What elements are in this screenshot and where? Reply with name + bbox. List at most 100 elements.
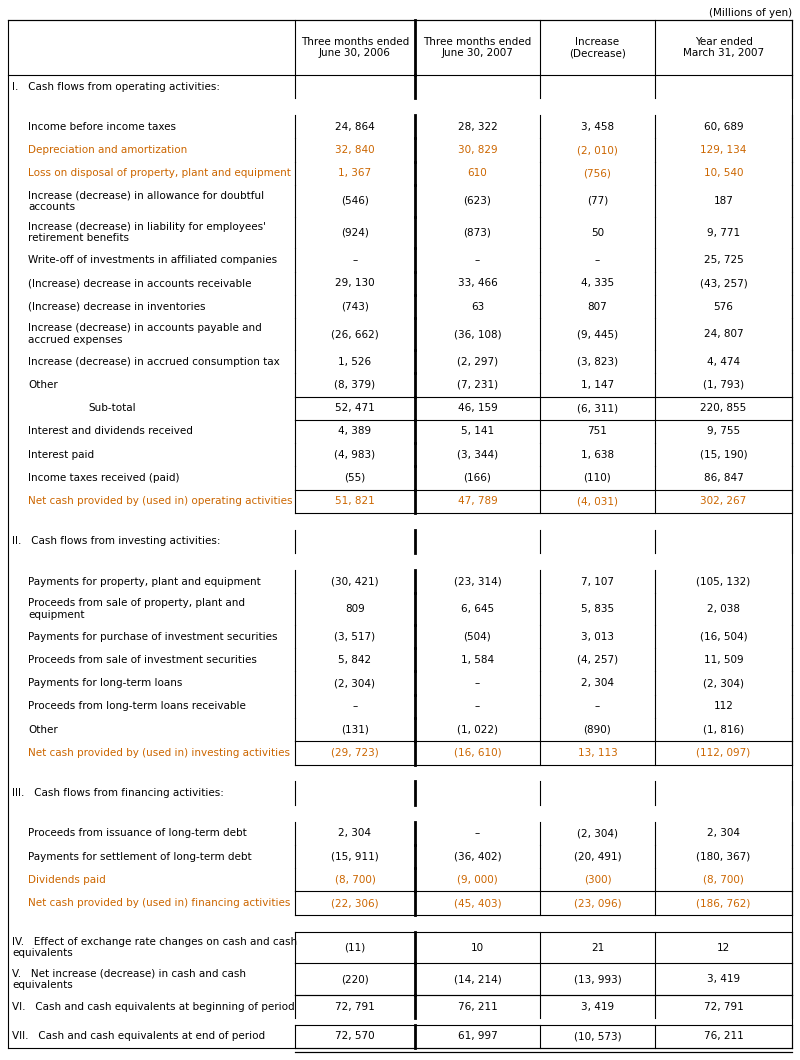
Text: (873): (873) (463, 228, 491, 237)
Text: Proceeds from issuance of long-term debt: Proceeds from issuance of long-term debt (28, 828, 246, 838)
Text: Increase (decrease) in allowance for doubtful
accounts: Increase (decrease) in allowance for dou… (28, 190, 264, 212)
Text: (16, 504): (16, 504) (700, 632, 747, 641)
Text: 50: 50 (591, 228, 604, 237)
Text: 4, 474: 4, 474 (707, 356, 740, 367)
Text: Write-off of investments in affiliated companies: Write-off of investments in affiliated c… (28, 255, 277, 265)
Text: 86, 847: 86, 847 (704, 473, 743, 483)
Text: Loss on disposal of property, plant and equipment: Loss on disposal of property, plant and … (28, 169, 291, 178)
Text: (546): (546) (341, 196, 369, 206)
Text: IV.   Effect of exchange rate changes on cash and cash
equivalents: IV. Effect of exchange rate changes on c… (12, 937, 297, 958)
Text: –: – (352, 702, 358, 711)
Text: (110): (110) (584, 473, 611, 483)
Text: –: – (475, 702, 480, 711)
Text: Three months ended
June 30, 2007: Three months ended June 30, 2007 (423, 37, 532, 58)
Text: 3, 419: 3, 419 (581, 1002, 614, 1011)
Text: (2, 304): (2, 304) (577, 828, 618, 838)
Text: (29, 723): (29, 723) (331, 748, 379, 758)
Text: 3, 013: 3, 013 (581, 632, 614, 641)
Text: VI.   Cash and cash equivalents at beginning of period: VI. Cash and cash equivalents at beginni… (12, 1002, 294, 1011)
Text: Net cash provided by (used in) investing activities: Net cash provided by (used in) investing… (28, 748, 290, 758)
Text: (1, 816): (1, 816) (703, 725, 744, 735)
Text: (924): (924) (341, 228, 369, 237)
Text: 32, 840: 32, 840 (335, 145, 375, 155)
Text: 21: 21 (591, 942, 604, 953)
Text: 576: 576 (714, 302, 734, 312)
Text: (756): (756) (583, 169, 611, 178)
Text: 129, 134: 129, 134 (700, 145, 746, 155)
Text: Proceeds from long-term loans receivable: Proceeds from long-term loans receivable (28, 702, 246, 711)
Text: (26, 662): (26, 662) (331, 329, 379, 339)
Text: (Increase) decrease in accounts receivable: (Increase) decrease in accounts receivab… (28, 279, 251, 288)
Text: (3, 344): (3, 344) (457, 449, 498, 460)
Text: 51, 821: 51, 821 (335, 496, 375, 507)
Text: 807: 807 (588, 302, 607, 312)
Text: Income taxes received (paid): Income taxes received (paid) (28, 473, 179, 483)
Text: 25, 725: 25, 725 (704, 255, 743, 265)
Text: 3, 419: 3, 419 (707, 974, 740, 985)
Text: 46, 159: 46, 159 (458, 403, 498, 413)
Text: 72, 570: 72, 570 (335, 1031, 375, 1041)
Text: 9, 771: 9, 771 (707, 228, 740, 237)
Text: 72, 791: 72, 791 (704, 1002, 743, 1011)
Text: (4, 031): (4, 031) (577, 496, 618, 507)
Text: 220, 855: 220, 855 (700, 403, 746, 413)
Text: 3, 458: 3, 458 (581, 122, 614, 131)
Text: 302, 267: 302, 267 (700, 496, 746, 507)
Text: 4, 335: 4, 335 (581, 279, 614, 288)
Text: Net cash provided by (used in) financing activities: Net cash provided by (used in) financing… (28, 898, 290, 908)
Text: (4, 983): (4, 983) (334, 449, 375, 460)
Text: 63: 63 (471, 302, 484, 312)
Text: –: – (352, 255, 358, 265)
Text: 24, 864: 24, 864 (335, 122, 375, 131)
Text: 5, 141: 5, 141 (461, 426, 494, 437)
Text: (166): (166) (463, 473, 491, 483)
Text: (14, 214): (14, 214) (454, 974, 502, 985)
Text: 5, 842: 5, 842 (338, 655, 371, 665)
Text: Other: Other (28, 725, 58, 735)
Text: (2, 297): (2, 297) (457, 356, 498, 367)
Text: 28, 322: 28, 322 (458, 122, 498, 131)
Text: 30, 829: 30, 829 (458, 145, 498, 155)
Text: 1, 526: 1, 526 (338, 356, 371, 367)
Text: 10, 540: 10, 540 (704, 169, 743, 178)
Text: (20, 491): (20, 491) (574, 851, 622, 862)
Text: Sub-total: Sub-total (88, 403, 136, 413)
Text: Three months ended
June 30, 2006: Three months ended June 30, 2006 (301, 37, 409, 58)
Text: II.   Cash flows from investing activities:: II. Cash flows from investing activities… (12, 536, 221, 546)
Text: (9, 445): (9, 445) (577, 329, 618, 339)
Text: 10: 10 (471, 942, 484, 953)
Text: (7, 231): (7, 231) (457, 379, 498, 390)
Text: 2, 304: 2, 304 (707, 828, 740, 838)
Text: (623): (623) (463, 196, 491, 206)
Text: (10, 573): (10, 573) (574, 1031, 622, 1041)
Text: Increase (decrease) in accounts payable and
accrued expenses: Increase (decrease) in accounts payable … (28, 323, 262, 344)
Text: Net cash provided by (used in) operating activities: Net cash provided by (used in) operating… (28, 496, 293, 507)
Text: 5, 835: 5, 835 (581, 604, 614, 614)
Text: Depreciation and amortization: Depreciation and amortization (28, 145, 187, 155)
Text: (131): (131) (341, 725, 369, 735)
Text: (36, 402): (36, 402) (454, 851, 502, 862)
Text: (8, 379): (8, 379) (334, 379, 375, 390)
Text: 2, 304: 2, 304 (581, 678, 614, 688)
Text: 47, 789: 47, 789 (458, 496, 498, 507)
Text: Increase
(Decrease): Increase (Decrease) (569, 37, 626, 58)
Text: 7, 107: 7, 107 (581, 577, 614, 586)
Text: (30, 421): (30, 421) (331, 577, 379, 586)
Text: 1, 367: 1, 367 (338, 169, 371, 178)
Text: 29, 130: 29, 130 (335, 279, 375, 288)
Text: VII.   Cash and cash equivalents at end of period: VII. Cash and cash equivalents at end of… (12, 1031, 265, 1041)
Text: –: – (595, 255, 600, 265)
Text: (2, 304): (2, 304) (703, 678, 744, 688)
Text: (186, 762): (186, 762) (696, 898, 750, 908)
Text: Payments for settlement of long-term debt: Payments for settlement of long-term deb… (28, 851, 252, 862)
Text: V.   Net increase (decrease) in cash and cash
equivalents: V. Net increase (decrease) in cash and c… (12, 969, 246, 990)
Text: 112: 112 (714, 702, 734, 711)
Text: (1, 793): (1, 793) (703, 379, 744, 390)
Text: 4, 389: 4, 389 (338, 426, 371, 437)
Text: (504): (504) (464, 632, 491, 641)
Text: 72, 791: 72, 791 (335, 1002, 375, 1011)
Text: (36, 108): (36, 108) (454, 329, 502, 339)
Text: 24, 807: 24, 807 (704, 329, 743, 339)
Text: (77): (77) (587, 196, 608, 206)
Text: Other: Other (28, 379, 58, 390)
